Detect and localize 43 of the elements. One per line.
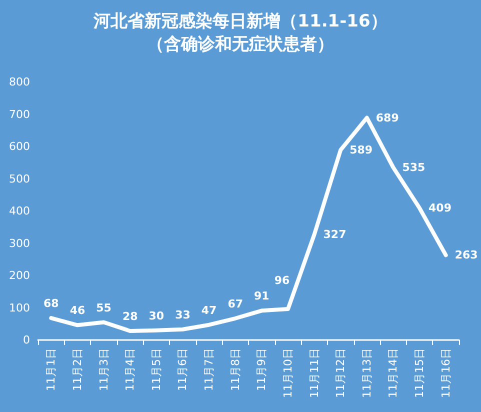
- x-tick-label: 11月7日: [202, 348, 216, 391]
- data-label: 67: [228, 297, 243, 310]
- data-label: 46: [70, 304, 86, 318]
- x-tick-label: 11月16日: [439, 348, 452, 398]
- y-tick-label: 200: [9, 269, 30, 282]
- x-tick-label: 11月8日: [228, 348, 242, 391]
- x-tick-label: 11月1日: [44, 348, 58, 391]
- x-tick-label: 11月11日: [308, 348, 321, 398]
- data-label: 689: [376, 111, 399, 124]
- chart-title: 河北省新冠感染每日新增（11.1-16）: [92, 12, 388, 32]
- data-label: 28: [122, 310, 138, 323]
- y-tick-label: 400: [9, 204, 30, 218]
- chart-subtitle: （含确诊和无症状患者）: [147, 34, 334, 54]
- x-tick-label: 11月12日: [334, 348, 348, 398]
- data-label: 47: [201, 304, 217, 317]
- y-tick-label: 600: [9, 140, 30, 153]
- y-tick-label: 0: [23, 334, 30, 346]
- y-tick-label: 800: [9, 76, 30, 88]
- x-tick-label: 11月9日: [255, 348, 268, 391]
- x-tick-label: 11月3日: [97, 348, 110, 391]
- x-tick-label: 11月15日: [413, 348, 426, 398]
- x-tick-label: 11月4日: [124, 348, 137, 391]
- data-label: 327: [323, 228, 346, 242]
- x-tick-label: 11月13日: [360, 348, 374, 398]
- x-tick-label: 11月2日: [70, 348, 84, 391]
- data-label: 91: [254, 290, 270, 303]
- data-label: 33: [175, 308, 190, 322]
- data-label: 409: [428, 202, 452, 215]
- data-label: 96: [274, 274, 290, 288]
- y-tick-label: 700: [9, 108, 30, 121]
- x-tick-label: 11月5日: [150, 348, 163, 391]
- x-tick-label: 11月6日: [176, 348, 190, 391]
- data-label: 589: [350, 144, 373, 157]
- y-tick-label: 500: [9, 172, 30, 186]
- x-tick-label: 11月14日: [386, 348, 400, 398]
- y-tick-label: 100: [9, 301, 30, 314]
- data-label: 263: [454, 248, 478, 262]
- y-tick-label: 300: [9, 236, 30, 250]
- data-label: 535: [402, 160, 426, 174]
- data-label: 55: [96, 301, 112, 314]
- x-tick-label: 11月10日: [281, 348, 294, 398]
- data-label: 30: [148, 309, 164, 322]
- data-label: 68: [44, 297, 59, 310]
